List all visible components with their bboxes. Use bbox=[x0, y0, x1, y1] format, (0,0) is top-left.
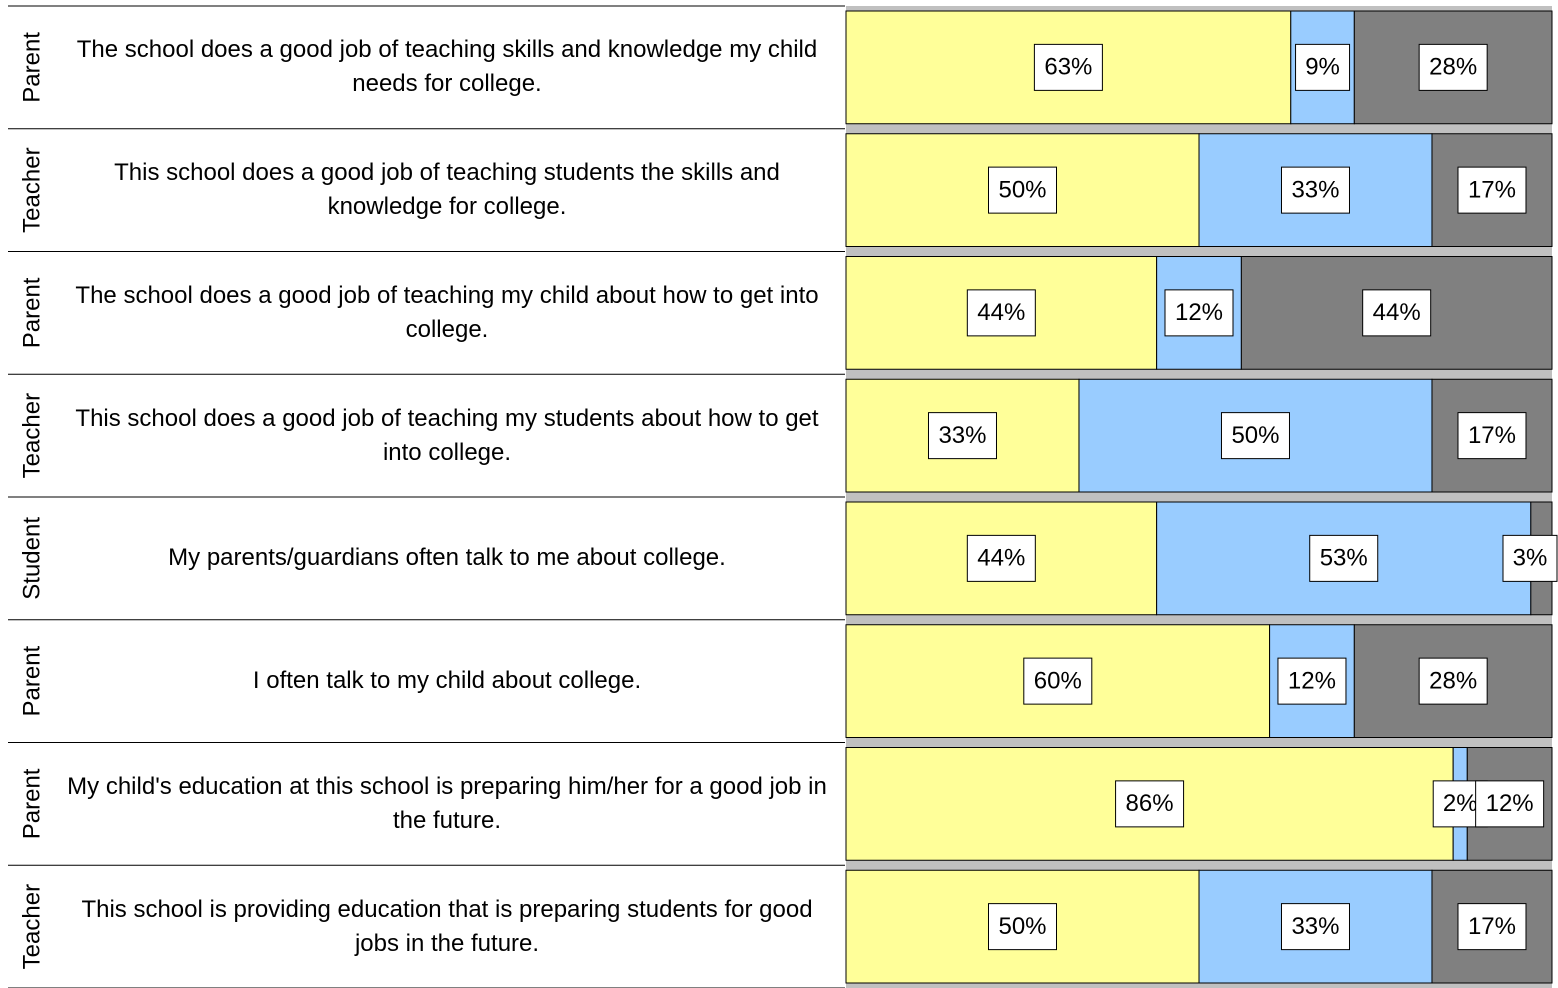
value-label-box bbox=[1023, 657, 1093, 705]
value-label: 44% bbox=[977, 299, 1025, 326]
respondent-label: Student bbox=[18, 517, 45, 600]
value-label: 33% bbox=[938, 422, 986, 449]
value-label-box bbox=[988, 166, 1057, 214]
value-label-box bbox=[1295, 43, 1351, 91]
value-label: 60% bbox=[1034, 667, 1082, 694]
value-label: 2% bbox=[1443, 790, 1478, 817]
respondent-label: Parent bbox=[18, 645, 45, 716]
value-label-box bbox=[988, 903, 1057, 951]
value-label-box bbox=[1115, 780, 1185, 828]
value-label-box bbox=[1164, 289, 1234, 337]
value-label: 28% bbox=[1429, 667, 1477, 694]
value-label: 12% bbox=[1486, 790, 1534, 817]
value-label: 3% bbox=[1513, 545, 1548, 572]
value-label: 50% bbox=[998, 176, 1046, 203]
value-label: 53% bbox=[1320, 545, 1368, 572]
value-label-box bbox=[1457, 166, 1527, 214]
value-label: 33% bbox=[1291, 176, 1339, 203]
value-label-box bbox=[1280, 166, 1350, 214]
value-label-box bbox=[1418, 657, 1488, 705]
value-label-box bbox=[1418, 43, 1488, 91]
value-label: 17% bbox=[1468, 913, 1516, 940]
statement: This school does a good job of teaching … bbox=[75, 404, 819, 466]
statement: My child's education at this school is p… bbox=[67, 772, 827, 834]
value-label: 12% bbox=[1288, 667, 1336, 694]
respondent-label: Parent bbox=[18, 277, 45, 348]
value-label-box bbox=[966, 289, 1036, 337]
respondent-label: Teacher bbox=[18, 147, 45, 232]
value-label: 63% bbox=[1044, 54, 1092, 81]
statement: This school is providing education that … bbox=[81, 895, 813, 957]
value-label-box bbox=[1309, 534, 1379, 582]
value-label: 17% bbox=[1468, 176, 1516, 203]
value-label-box bbox=[1280, 903, 1350, 951]
statement: The school does a good job of teaching m… bbox=[75, 281, 819, 343]
value-label-box bbox=[1457, 412, 1527, 460]
value-label: 44% bbox=[1373, 299, 1421, 326]
statement: My parents/guardians often talk to me ab… bbox=[168, 544, 726, 572]
value-label: 50% bbox=[998, 913, 1046, 940]
value-label-box bbox=[1502, 534, 1558, 582]
value-label: 50% bbox=[1231, 422, 1279, 449]
value-label: 17% bbox=[1468, 422, 1516, 449]
value-label-box bbox=[1457, 903, 1527, 951]
value-label-box bbox=[1277, 657, 1347, 705]
value-label: 28% bbox=[1429, 54, 1477, 81]
value-label: 44% bbox=[977, 545, 1025, 572]
value-label-box bbox=[1475, 780, 1545, 828]
value-label-box bbox=[966, 534, 1036, 582]
respondent-label: Parent bbox=[18, 32, 45, 103]
respondent-label: Parent bbox=[18, 768, 45, 839]
value-label: 12% bbox=[1175, 299, 1223, 326]
statement: I often talk to my child about college. bbox=[252, 667, 642, 695]
statement: This school does a good job of teaching … bbox=[114, 159, 780, 221]
value-label-box bbox=[927, 412, 997, 460]
value-label-box bbox=[1220, 412, 1290, 460]
respondent-label: Teacher bbox=[18, 884, 45, 969]
statement: The school does a good job of teaching s… bbox=[76, 36, 818, 98]
value-label: 9% bbox=[1305, 54, 1340, 81]
value-label: 86% bbox=[1126, 790, 1174, 817]
value-label: 33% bbox=[1291, 913, 1339, 940]
value-label-box bbox=[1362, 289, 1432, 337]
value-label-box bbox=[1033, 43, 1103, 91]
respondent-label: Teacher bbox=[18, 393, 45, 478]
